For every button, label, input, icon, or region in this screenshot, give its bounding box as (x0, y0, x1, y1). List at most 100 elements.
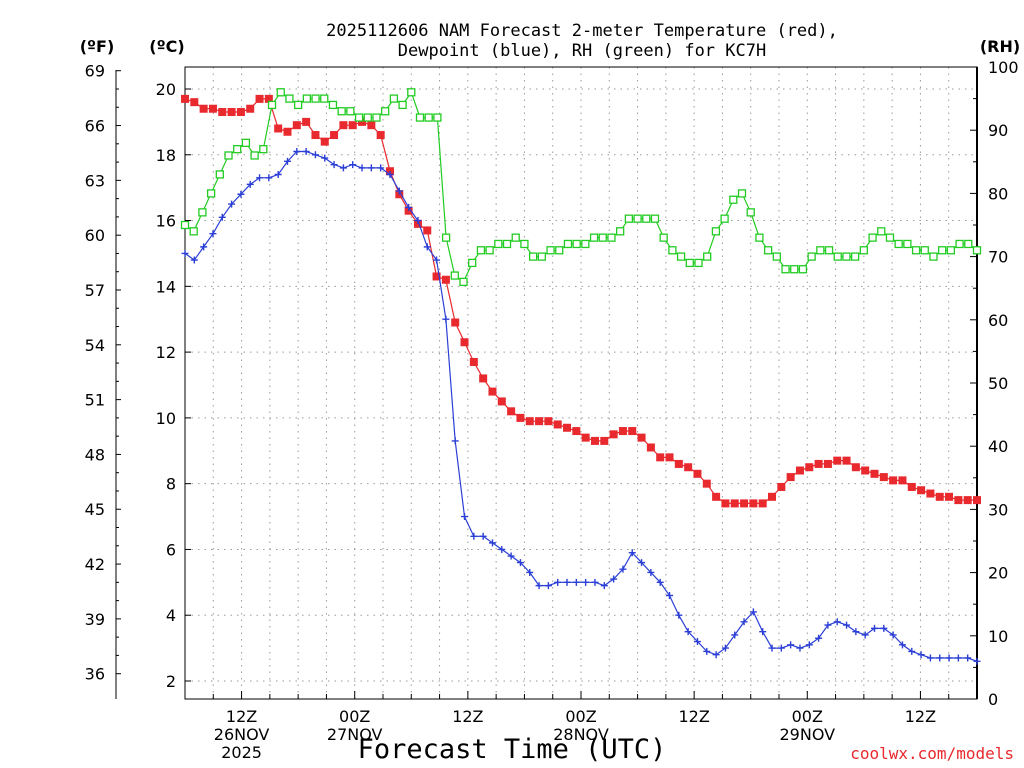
data-point (199, 104, 208, 113)
data-point (693, 469, 702, 478)
data-point (903, 239, 912, 249)
data-point (824, 621, 832, 629)
tick-label-rh: 90 (988, 121, 1008, 140)
tick-label-x: 2025 (221, 743, 262, 762)
data-point (871, 624, 879, 632)
data-point (646, 443, 655, 452)
data-point (441, 233, 451, 242)
data-point (450, 271, 459, 280)
data-point (815, 634, 823, 642)
data-point (589, 233, 599, 242)
data-point (833, 456, 842, 465)
data-point (507, 407, 516, 416)
data-point (206, 189, 216, 198)
data-point (721, 644, 729, 652)
data-point (964, 654, 972, 662)
data-point (842, 252, 851, 261)
data-point (459, 277, 468, 287)
data-point (415, 113, 425, 122)
data-point (823, 459, 832, 468)
data-point (233, 145, 242, 154)
data-point (377, 164, 385, 172)
data-point (367, 121, 376, 130)
tick-label-x: 00Z (792, 707, 823, 726)
tick-label-x: 28NOV (553, 725, 609, 744)
tick-label-x: 12Z (678, 707, 709, 726)
data-point (209, 230, 217, 238)
data-point (684, 463, 693, 472)
data-point (372, 113, 381, 122)
data-point (637, 433, 646, 442)
data-point (189, 227, 198, 236)
data-point (358, 117, 367, 126)
data-point (358, 164, 366, 172)
data-point (241, 138, 251, 147)
unit-label-fahrenheit: (ºF) (80, 37, 115, 56)
data-point (807, 252, 816, 261)
data-point (911, 246, 921, 255)
data-point (647, 568, 655, 576)
data-point (354, 113, 364, 122)
data-point (729, 195, 738, 204)
data-point (833, 252, 842, 261)
data-point (898, 476, 907, 485)
data-point (283, 127, 292, 136)
data-point (414, 217, 422, 225)
data-point (236, 108, 245, 117)
data-point (516, 413, 525, 422)
data-point (885, 233, 895, 242)
data-point (861, 631, 869, 639)
data-point (851, 463, 860, 472)
unit-label-rh: (RH) (980, 37, 1020, 56)
tick-label-x: 29NOV (779, 725, 835, 744)
data-point (703, 252, 712, 261)
data-point (433, 113, 442, 122)
data-point (685, 258, 694, 268)
data-point (461, 513, 469, 521)
tick-label-rh: 30 (988, 500, 1008, 519)
data-point (879, 473, 888, 482)
data-point (367, 164, 375, 172)
data-point (816, 246, 825, 255)
data-point (907, 482, 916, 491)
data-point (215, 170, 224, 179)
data-point (702, 479, 711, 488)
data-point (200, 243, 208, 251)
data-point (796, 644, 804, 652)
data-point (946, 246, 956, 255)
data-point (642, 214, 651, 223)
data-point (720, 214, 729, 223)
tick-label-c: 18 (156, 146, 176, 165)
data-point (511, 233, 520, 242)
data-point (740, 499, 749, 508)
data-point (711, 227, 721, 236)
data-point (607, 233, 616, 242)
data-point (746, 208, 755, 217)
series-dewpoint (181, 147, 981, 665)
data-point (759, 628, 767, 636)
data-point (870, 469, 879, 478)
data-point (666, 591, 674, 599)
data-point (302, 147, 310, 155)
data-point (749, 608, 757, 616)
tick-label-x: 00Z (339, 707, 370, 726)
data-point (798, 265, 808, 274)
data-point (423, 243, 431, 251)
tick-label-c: 4 (166, 606, 176, 625)
data-point (218, 108, 227, 117)
data-point (259, 145, 268, 154)
data-point (740, 618, 748, 626)
data-point (293, 147, 301, 155)
data-point (659, 233, 668, 242)
data-point (330, 131, 339, 140)
unit-label-celsius: (ºC) (149, 37, 184, 56)
data-point (935, 492, 944, 501)
data-point (311, 94, 320, 103)
data-point (572, 427, 581, 436)
data-point (731, 631, 739, 639)
data-point (563, 423, 572, 432)
data-point (684, 628, 692, 636)
tick-label-rh: 100 (988, 58, 1019, 77)
data-point (321, 154, 329, 162)
data-point (763, 246, 773, 255)
